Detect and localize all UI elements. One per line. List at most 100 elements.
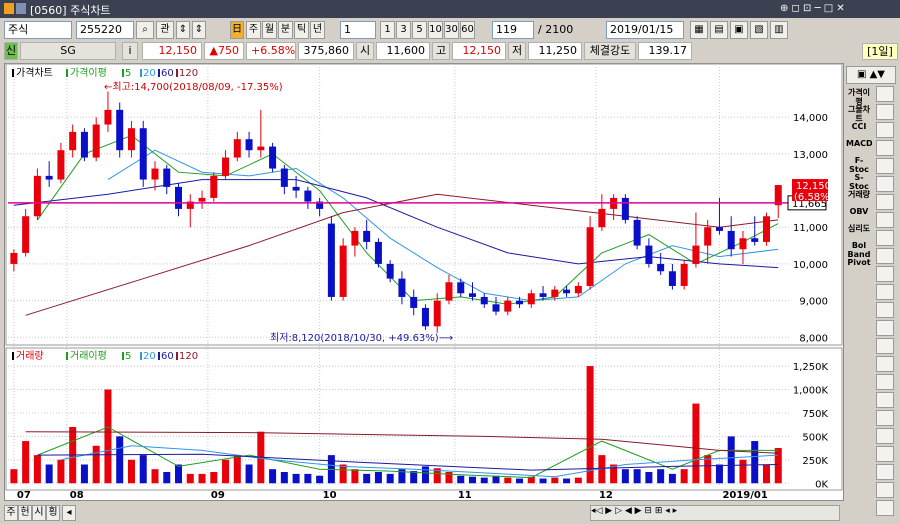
indicator-button[interactable]: 거래량 bbox=[847, 190, 871, 199]
minute-button[interactable]: 5 bbox=[412, 21, 427, 39]
unit-select[interactable]: 1 bbox=[340, 21, 376, 39]
legend-swatch bbox=[158, 69, 160, 77]
spin-button[interactable]: ⇕ bbox=[176, 21, 190, 39]
tool-icon[interactable] bbox=[876, 392, 894, 408]
tool-icon[interactable] bbox=[876, 338, 894, 354]
tool-icon[interactable] bbox=[876, 104, 894, 120]
minute-button[interactable]: 3 bbox=[396, 21, 411, 39]
candle-body bbox=[269, 146, 277, 169]
period-button[interactable]: 월 bbox=[262, 21, 277, 39]
tool-icon[interactable] bbox=[876, 86, 894, 102]
candle-body bbox=[574, 285, 582, 294]
tool-button[interactable]: ▤ bbox=[710, 21, 728, 39]
tab[interactable]: 헌 bbox=[18, 505, 32, 521]
tool-icon[interactable] bbox=[876, 122, 894, 138]
tool-icon[interactable] bbox=[876, 266, 894, 282]
tool-icon[interactable] bbox=[876, 212, 894, 228]
indicator-button[interactable]: Pivot bbox=[847, 258, 871, 267]
tool-icon[interactable] bbox=[876, 374, 894, 390]
minute-button[interactable]: 1 bbox=[380, 21, 395, 39]
scroll-left[interactable]: ◂ bbox=[62, 505, 76, 521]
side-head[interactable]: ▣ ▲▼ bbox=[846, 66, 896, 84]
volume-bar bbox=[116, 436, 124, 484]
spin-button[interactable]: ⇕ bbox=[192, 21, 206, 39]
volume-bar bbox=[633, 469, 641, 484]
volume-bar bbox=[57, 459, 65, 484]
period-button[interactable]: 틱 bbox=[294, 21, 309, 39]
tool-icon[interactable] bbox=[876, 248, 894, 264]
volume-bar bbox=[104, 389, 112, 484]
search-button[interactable]: ⌕ bbox=[136, 21, 154, 39]
minute-button[interactable]: 60 bbox=[460, 21, 475, 39]
indicator-button[interactable]: S-Stoc bbox=[849, 173, 869, 190]
tool-icon[interactable] bbox=[876, 410, 894, 426]
candle-body bbox=[386, 263, 394, 279]
minute-button[interactable]: 30 bbox=[444, 21, 459, 39]
period-label: [1일] bbox=[862, 43, 898, 60]
period-button[interactable]: 주 bbox=[246, 21, 261, 39]
candle-body bbox=[751, 238, 759, 242]
tool-icon[interactable] bbox=[876, 176, 894, 192]
indicator-button[interactable]: 그물차트 bbox=[847, 105, 871, 122]
tool-icon[interactable] bbox=[876, 140, 894, 156]
tab[interactable]: 주 bbox=[4, 505, 18, 521]
tool-icon[interactable] bbox=[876, 356, 894, 372]
total-label: / 2100 bbox=[538, 23, 574, 36]
candle-body bbox=[210, 175, 218, 198]
date-input[interactable]: 2019/01/15 bbox=[606, 21, 684, 39]
day-button[interactable]: 日 bbox=[230, 21, 244, 39]
tool-icon[interactable] bbox=[876, 320, 894, 336]
candle-body bbox=[539, 293, 547, 297]
candle-body bbox=[727, 230, 735, 250]
last-price-label: 12,150 bbox=[796, 181, 831, 192]
candle-body bbox=[139, 128, 147, 180]
tool-icon[interactable] bbox=[876, 446, 894, 462]
candle-body bbox=[327, 223, 335, 297]
volume-bar bbox=[445, 472, 453, 484]
ma-line bbox=[37, 453, 779, 471]
tool-icon[interactable] bbox=[876, 302, 894, 318]
indicator-button[interactable]: Bol Band bbox=[847, 241, 871, 258]
tool-icon[interactable] bbox=[876, 194, 894, 210]
code-input[interactable]: 255220 bbox=[76, 21, 134, 39]
candle-body bbox=[480, 296, 488, 305]
tool-icon[interactable] bbox=[876, 500, 894, 516]
period-button[interactable]: 년 bbox=[310, 21, 325, 39]
tool-icon[interactable] bbox=[876, 230, 894, 246]
tool-button[interactable]: ▧ bbox=[750, 21, 768, 39]
tab[interactable]: 횡 bbox=[46, 505, 60, 521]
ma-line bbox=[107, 149, 779, 302]
candle-body bbox=[10, 252, 18, 264]
volume-bar bbox=[480, 477, 488, 484]
price-pane bbox=[5, 63, 843, 346]
volume-bar bbox=[10, 469, 18, 484]
tool-icon[interactable] bbox=[876, 428, 894, 444]
volume-bar bbox=[516, 478, 524, 484]
info-button: i bbox=[122, 42, 138, 60]
indicator-button[interactable]: 가격이평 bbox=[847, 88, 871, 105]
indicator-button[interactable]: F-Stoc bbox=[849, 156, 869, 173]
tool-icon[interactable] bbox=[876, 284, 894, 300]
candle-body bbox=[504, 300, 512, 312]
minute-button[interactable]: 10 bbox=[428, 21, 443, 39]
tab[interactable]: 시 bbox=[32, 505, 46, 521]
volume-bar bbox=[433, 468, 441, 484]
watch-button[interactable]: 관 bbox=[156, 21, 174, 39]
tool-icon[interactable] bbox=[876, 464, 894, 480]
count-input[interactable]: 119 bbox=[492, 21, 534, 39]
indicator-button[interactable]: MACD bbox=[846, 139, 872, 148]
indicator-button[interactable]: 심리도 bbox=[847, 224, 871, 233]
tool-button[interactable]: ▦ bbox=[690, 21, 708, 39]
period-button[interactable]: 분 bbox=[278, 21, 293, 39]
tool-icon[interactable] bbox=[876, 482, 894, 498]
market-select[interactable]: 주식 bbox=[4, 21, 72, 39]
indicator-button[interactable]: OBV bbox=[849, 207, 869, 216]
scrollbar[interactable]: ◂◁ ▶ ▷ ◀ ▶ ⊟ ⊞ ◂ ▸ bbox=[590, 505, 840, 521]
window-controls[interactable]: ⊕ ◻ ⊡ ─ □ ✕ bbox=[780, 3, 845, 14]
indicator-button[interactable]: CCI bbox=[851, 122, 867, 131]
tool-button[interactable]: ▥ bbox=[770, 21, 788, 39]
last-price-box bbox=[792, 179, 828, 202]
tool-button[interactable]: ▣ bbox=[730, 21, 748, 39]
tool-icon[interactable] bbox=[876, 158, 894, 174]
candle-body bbox=[621, 197, 629, 220]
